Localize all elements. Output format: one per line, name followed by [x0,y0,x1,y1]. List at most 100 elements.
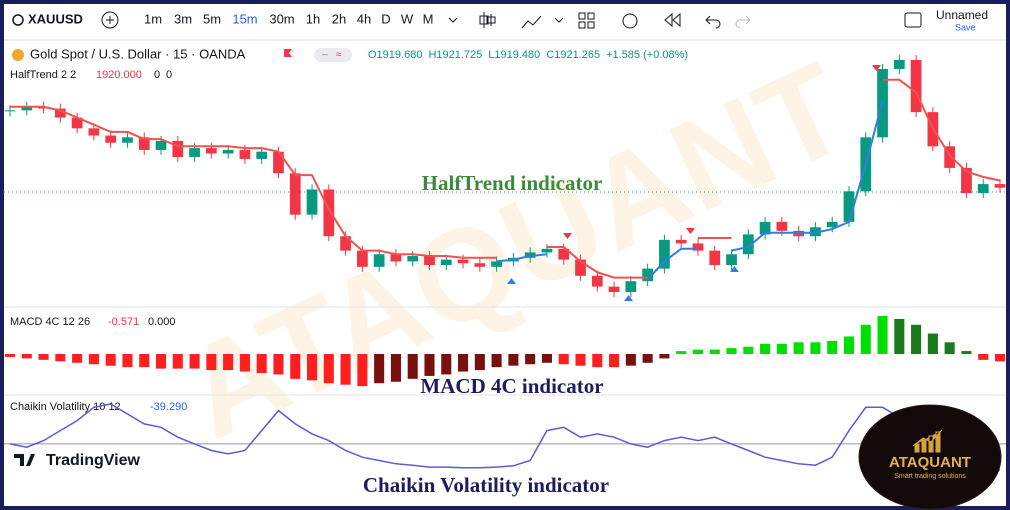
add-symbol[interactable] [101,11,119,29]
histogram-bar [625,354,636,366]
candle [54,108,66,118]
interval[interactable]: D [381,11,390,26]
interval[interactable]: W [401,11,414,26]
histogram-bar [726,348,737,354]
candle [575,259,586,276]
legend-title: Gold Spot / U.S. Dollar · 15 · OANDA [30,46,246,61]
redo[interactable] [735,15,751,29]
histogram-bar [843,336,855,354]
indicator-flag: 0 [166,69,172,81]
candle [239,149,251,159]
candle [977,184,989,194]
visibility-toggle[interactable] [314,48,352,62]
undo[interactable] [705,15,721,29]
interval[interactable]: 30m [269,11,294,26]
histogram-bar [760,343,771,354]
candle [608,286,620,292]
interval[interactable]: 5m [203,11,221,26]
interval-dropdown[interactable] [448,17,458,23]
indicator-value: -0.571 [108,316,139,328]
candle [759,221,771,235]
histogram-bar [72,354,83,363]
candle [474,263,486,267]
logo-badge [858,404,1002,510]
histogram-bar [860,324,871,354]
histogram-bar [508,354,519,366]
frame [4,4,1006,506]
interval[interactable]: 3m [174,11,192,26]
candle [340,236,351,251]
halftrend-line [10,78,1001,279]
candle [407,256,419,262]
histogram-bar [172,354,183,369]
symbol[interactable]: XAUUSD [28,11,83,26]
layouts[interactable] [578,12,595,29]
histogram-bar [743,346,754,354]
histogram-bar [911,324,922,354]
candle [944,146,956,168]
interval[interactable]: 15m [232,11,257,26]
legend: Gold Spot / U.S. Dollar · 15 · OANDA – ≈… [10,46,688,80]
tradingview-logo: TradingView [14,452,141,469]
histogram-bar [894,318,905,354]
interval[interactable]: 2h [332,11,346,26]
indicator-dropdown[interactable] [554,17,564,23]
histogram-bar [877,316,888,354]
flag[interactable] [284,49,292,57]
histogram-bar [206,354,217,371]
histogram-bar [189,354,200,369]
candle [4,110,16,112]
toolbar: XAUUSD Unnamed Save 1m 3m 5m 15m 30m 1h 2h 4h D W… [4,8,1006,41]
ataquant-logo: ATAQUANT Smart trading solutions [858,404,1002,510]
candle [709,250,721,266]
histogram-bar [139,354,150,368]
candle [424,256,435,266]
histogram-bar [592,354,603,368]
macd-pane [4,316,1006,387]
candle [205,148,217,154]
chart-type[interactable] [479,12,496,28]
candle [591,275,603,287]
candle [558,248,570,260]
logo-mark [912,429,943,453]
replay[interactable] [664,12,681,28]
histogram-bar [21,354,32,359]
ohlc-value: O1919.680 [368,49,422,61]
buy-signal [730,266,739,272]
indicator-value: 1920.000 [96,69,142,81]
indicator-name: HalfTrend 2 2 [10,69,76,81]
alert[interactable] [622,13,638,29]
histogram-bar [223,354,234,371]
interval[interactable]: 4h [357,11,371,26]
histogram-bar [692,349,703,354]
histogram-bar [4,354,16,357]
candle [155,140,167,150]
interval[interactable]: M [423,11,434,26]
candle [373,254,385,267]
candle [273,151,284,174]
histogram-bar [407,354,418,379]
layout-name[interactable]: Unnamed [936,8,988,22]
interval[interactable]: 1m [144,11,162,26]
candle [776,221,788,231]
candle [491,261,502,267]
candle [910,60,922,113]
indicators[interactable] [521,15,542,29]
histogram-bar [827,340,838,354]
histogram-bar [793,342,804,354]
indicator-name: Chaikin Volatility 10 12 [10,401,121,413]
histogram-bar [659,354,670,359]
candle [742,234,754,255]
search-icon[interactable] [12,14,24,26]
interval[interactable]: 1h [306,11,320,26]
save-button[interactable]: Save [955,22,976,32]
candle [726,254,737,266]
histogram-bar [357,354,368,387]
candle [306,189,318,215]
histogram-bar [491,354,502,368]
candle [172,140,184,158]
caption: MACD 4C indicator [420,374,603,398]
candle [843,191,855,222]
layout-icon[interactable] [904,12,922,28]
buy-signal [624,295,633,301]
